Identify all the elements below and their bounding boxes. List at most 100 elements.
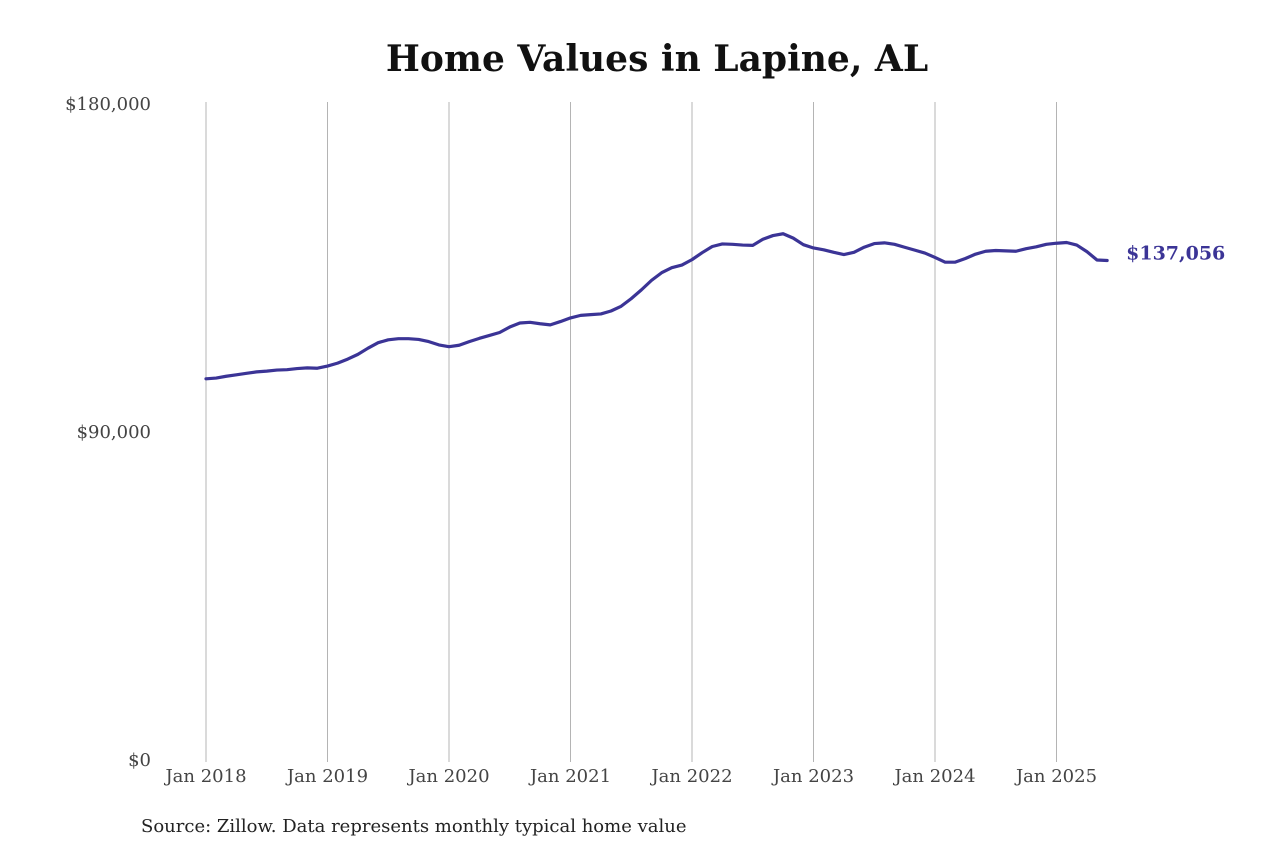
- data-point: [225, 375, 228, 378]
- data-point: [731, 243, 734, 246]
- data-point: [883, 241, 886, 244]
- data-point: [306, 366, 309, 369]
- data-point: [893, 243, 896, 246]
- data-point: [265, 370, 268, 373]
- data-point: [559, 320, 562, 323]
- y-tick-label: $0: [128, 750, 151, 771]
- x-tick-label: Jan 2021: [528, 766, 611, 787]
- data-point: [640, 288, 643, 291]
- chart-title: Home Values in Lapine, AL: [385, 38, 929, 80]
- data-point: [913, 249, 916, 252]
- data-point: [346, 358, 349, 361]
- data-point: [377, 341, 380, 344]
- data-point: [964, 257, 967, 260]
- data-point: [437, 343, 440, 346]
- data-point: [407, 337, 410, 340]
- data-point: [529, 321, 532, 324]
- end-value-label: $137,056: [1126, 243, 1225, 265]
- data-point: [1004, 249, 1007, 252]
- data-point: [589, 313, 592, 316]
- source-note: Source: Zillow. Data represents monthly …: [141, 816, 687, 837]
- data-point: [680, 264, 683, 267]
- data-point: [751, 244, 754, 247]
- data-point: [518, 322, 521, 325]
- data-point: [427, 340, 430, 343]
- data-point: [873, 242, 876, 245]
- data-point: [721, 242, 724, 245]
- data-point: [448, 345, 451, 348]
- data-point: [630, 297, 633, 300]
- data-point: [842, 253, 845, 256]
- data-point: [1055, 242, 1058, 245]
- data-point: [832, 251, 835, 254]
- x-tick-label: Jan 2024: [892, 766, 975, 787]
- data-point: [812, 246, 815, 249]
- data-point: [853, 251, 856, 254]
- data-point: [1096, 258, 1099, 261]
- data-point: [397, 337, 400, 340]
- data-point: [458, 344, 461, 347]
- data-point: [610, 310, 613, 313]
- y-tick-label: $180,000: [65, 94, 151, 115]
- data-point: [215, 377, 218, 380]
- data-point: [1035, 245, 1038, 248]
- x-tick-label: Jan 2022: [649, 766, 732, 787]
- data-point: [539, 322, 542, 325]
- data-point: [772, 234, 775, 237]
- data-point: [599, 312, 602, 315]
- data-point: [822, 248, 825, 251]
- data-point: [569, 316, 572, 319]
- data-point: [761, 238, 764, 241]
- data-point: [1025, 247, 1028, 250]
- data-point: [387, 338, 390, 341]
- data-point: [782, 232, 785, 235]
- x-tick-label: Jan 2020: [406, 766, 489, 787]
- data-point: [650, 279, 653, 282]
- data-point: [863, 246, 866, 249]
- data-point: [1075, 244, 1078, 247]
- data-point: [316, 367, 319, 370]
- x-tick-label: Jan 2025: [1014, 766, 1097, 787]
- data-point: [1106, 259, 1109, 262]
- data-point: [549, 323, 552, 326]
- data-point: [903, 246, 906, 249]
- x-tick-label: Jan 2023: [771, 766, 854, 787]
- data-point: [984, 250, 987, 253]
- data-point: [974, 253, 977, 256]
- data-point: [1045, 243, 1048, 246]
- data-point: [741, 244, 744, 247]
- data-point: [620, 305, 623, 308]
- data-point: [792, 237, 795, 240]
- data-point: [923, 252, 926, 255]
- x-tick-label: Jan 2018: [163, 766, 246, 787]
- data-point: [356, 353, 359, 356]
- series-line: [204, 232, 1109, 381]
- data-point: [235, 373, 238, 376]
- data-point: [701, 251, 704, 254]
- data-point: [326, 365, 329, 368]
- data-point: [488, 334, 491, 337]
- data-point: [711, 245, 714, 248]
- data-point: [205, 377, 208, 380]
- data-point: [478, 337, 481, 340]
- data-point: [954, 261, 957, 264]
- data-point: [296, 367, 299, 370]
- data-point: [468, 340, 471, 343]
- data-point: [498, 331, 501, 334]
- data-point: [417, 338, 420, 341]
- gridlines: [205, 102, 1057, 762]
- data-point: [691, 258, 694, 261]
- data-point: [934, 256, 937, 259]
- x-tick-label: Jan 2019: [285, 766, 368, 787]
- data-point: [579, 314, 582, 317]
- y-tick-label: $90,000: [77, 422, 151, 443]
- data-point: [286, 368, 289, 371]
- data-point: [1085, 250, 1088, 253]
- data-point: [1065, 241, 1068, 244]
- data-point: [1015, 250, 1018, 253]
- data-point: [660, 271, 663, 274]
- y-axis-ticks: $0 $90,000 $180,000: [65, 94, 151, 771]
- series-layer: [204, 232, 1109, 381]
- data-point: [944, 261, 947, 264]
